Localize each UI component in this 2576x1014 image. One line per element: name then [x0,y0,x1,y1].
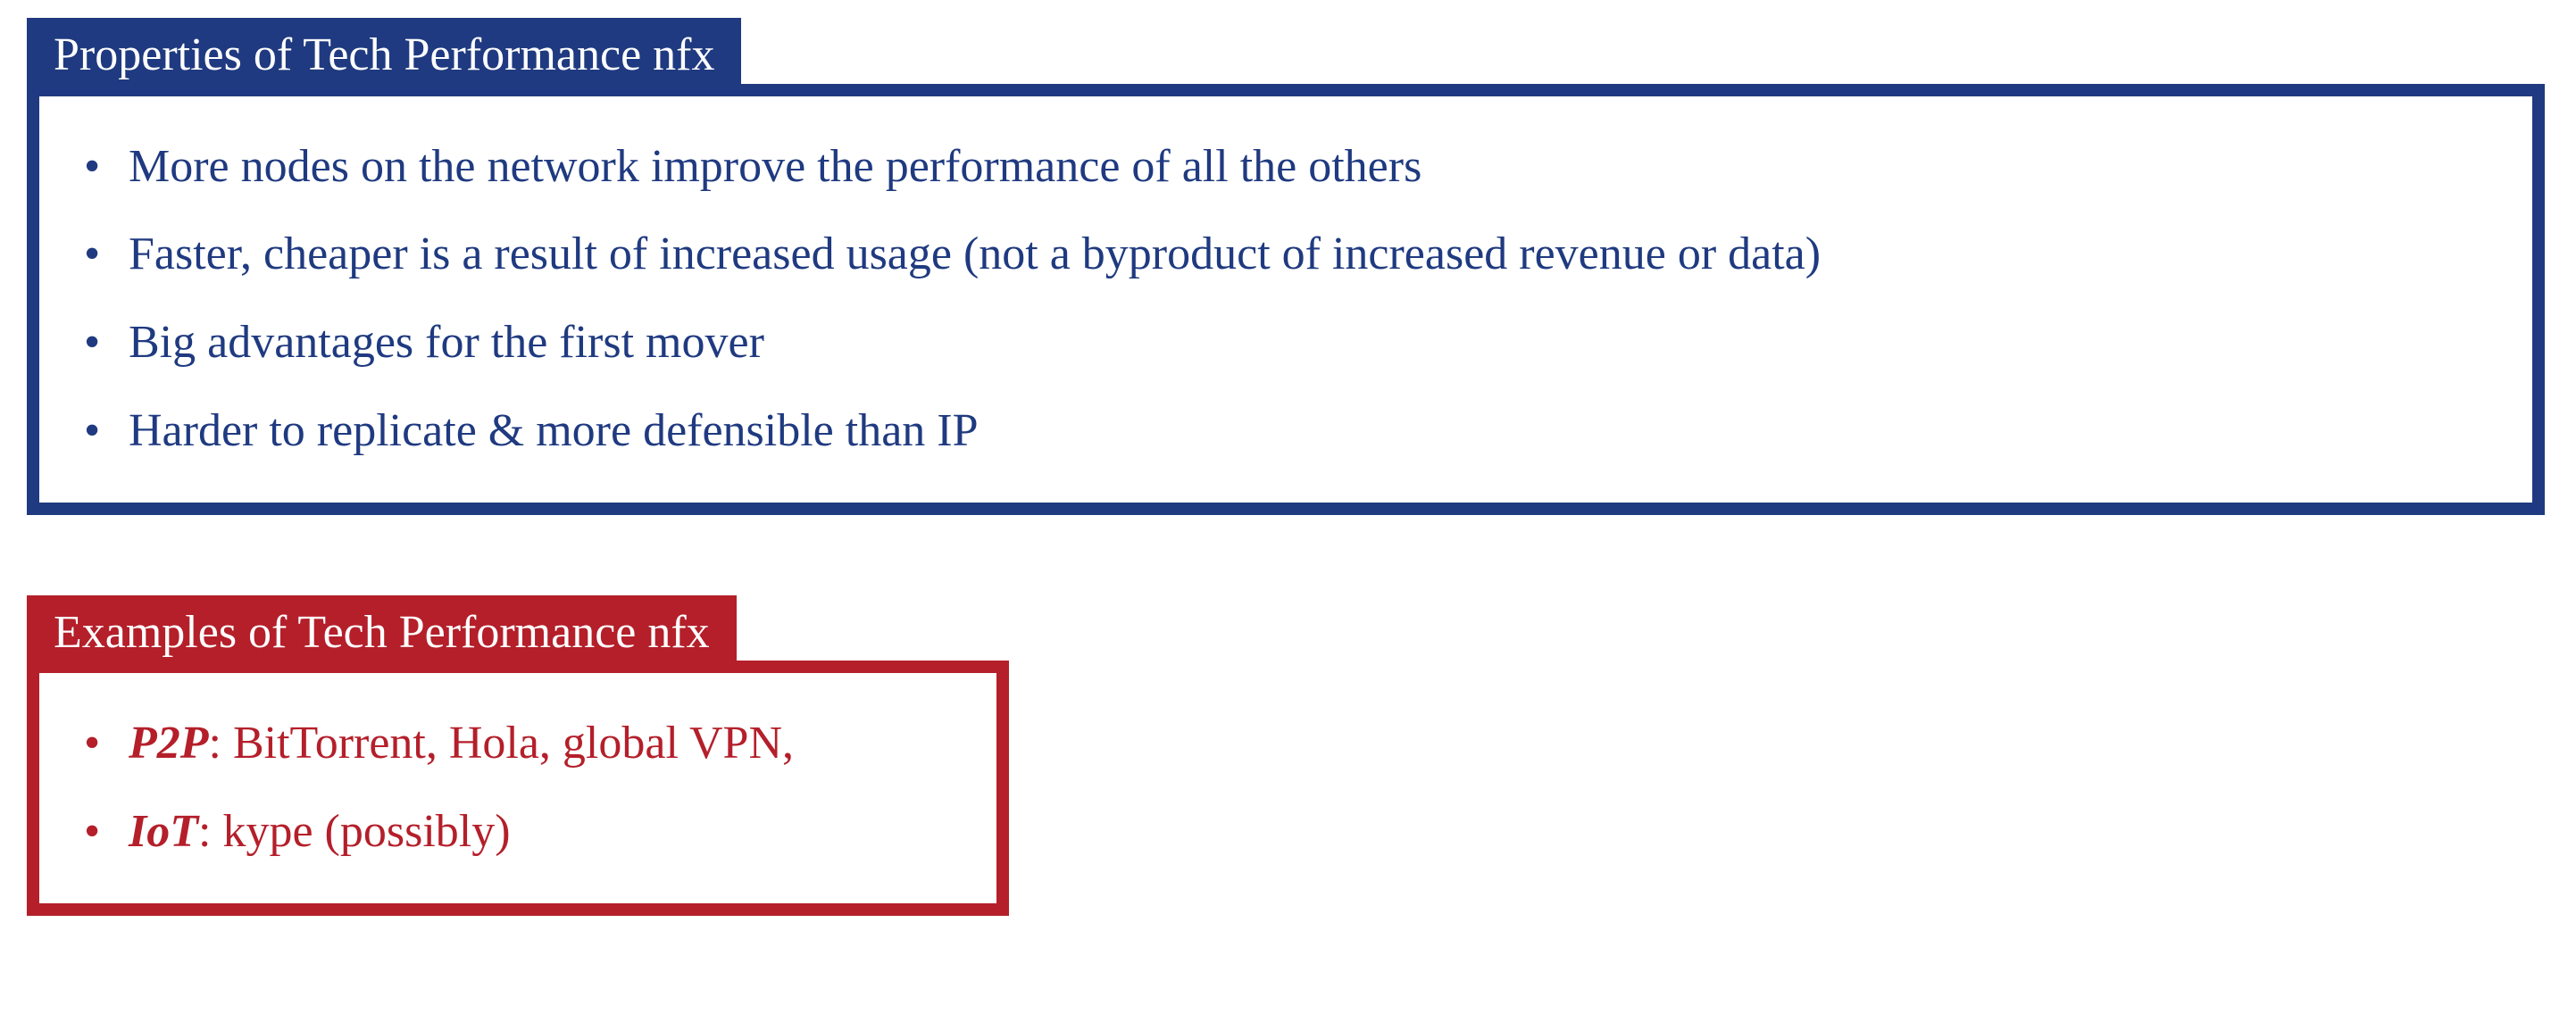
example-rest: : BitTorrent, Hola, global VPN, [209,718,794,769]
list-item: Faster, cheaper is a result of increased… [84,211,2497,299]
list-item: Harder to replicate & more defensible th… [84,387,2497,476]
properties-body: More nodes on the network improve the pe… [27,84,2545,515]
examples-body: P2P: BitTorrent, Hola, global VPN, IoT: … [27,661,1009,916]
example-label: IoT [129,806,198,857]
list-item: IoT: kype (possibly) [84,788,961,877]
list-item: P2P: BitTorrent, Hola, global VPN, [84,700,961,788]
properties-title: Properties of Tech Performance nfx [27,18,741,93]
properties-box: Properties of Tech Performance nfx More … [27,18,2545,515]
list-item: Big advantages for the first mover [84,299,2497,387]
examples-box: Examples of Tech Performance nfx P2P: Bi… [27,595,1009,916]
properties-list: More nodes on the network improve the pe… [84,123,2497,476]
examples-list: P2P: BitTorrent, Hola, global VPN, IoT: … [84,700,961,877]
example-rest: : kype (possibly) [198,806,511,857]
list-item: More nodes on the network improve the pe… [84,123,2497,212]
examples-title: Examples of Tech Performance nfx [27,595,737,670]
example-label: P2P [129,718,209,769]
